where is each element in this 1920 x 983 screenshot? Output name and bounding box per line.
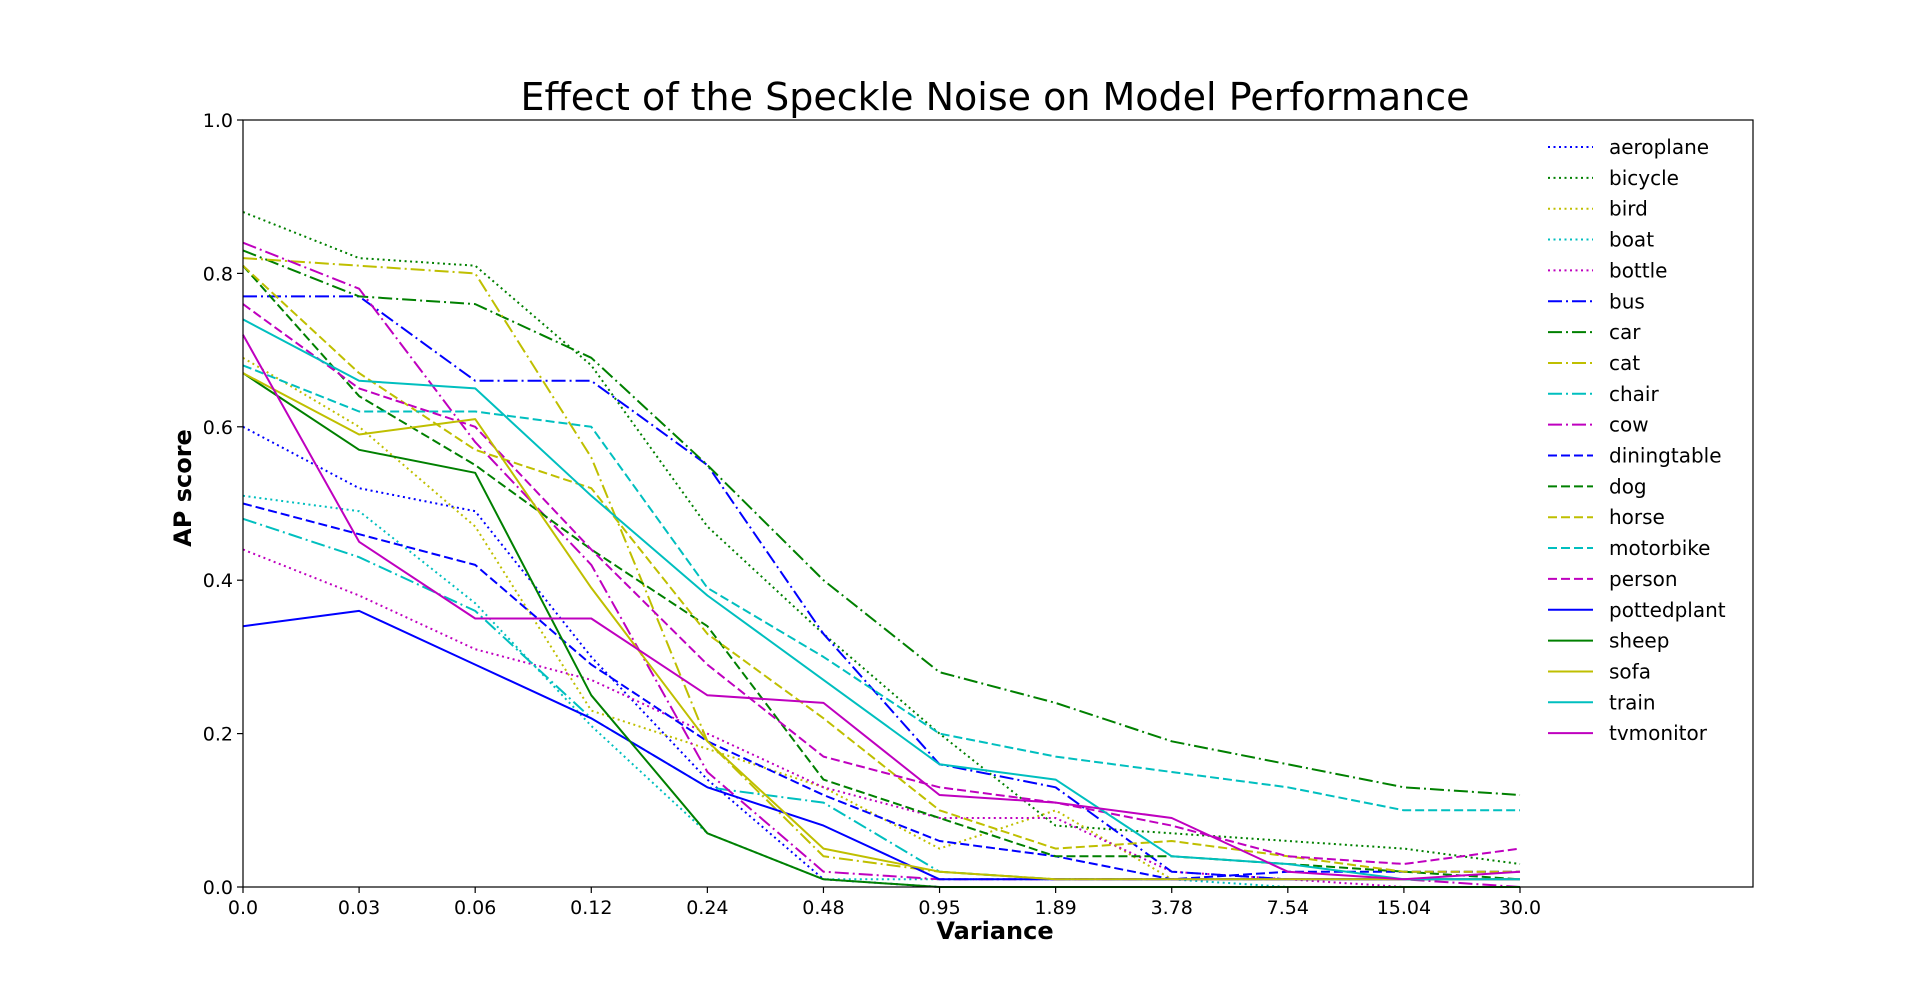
- legend-label-bottle: bottle: [1609, 258, 1667, 282]
- legend-label-diningtable: diningtable: [1609, 444, 1722, 468]
- legend-label-motorbike: motorbike: [1609, 536, 1710, 560]
- legend-label-tvmonitor: tvmonitor: [1609, 721, 1708, 745]
- legend-label-chair: chair: [1609, 382, 1659, 406]
- x-tick-label: 0.03: [338, 897, 380, 919]
- series-line-tvmonitor: [242, 334, 1521, 881]
- x-tick-label: 0.12: [570, 897, 612, 919]
- legend-label-horse: horse: [1609, 505, 1665, 529]
- x-tick-label: 30.0: [1499, 897, 1541, 919]
- x-axis-label: Variance: [936, 917, 1053, 945]
- y-tick-label: 0.4: [203, 570, 233, 592]
- series-line-car: [242, 249, 1521, 796]
- series-line-pottedplant: [242, 609, 1520, 881]
- series-line-bottle: [242, 548, 1520, 888]
- series-line-sofa: [242, 372, 1520, 881]
- y-tick-label: 0.8: [203, 263, 233, 285]
- y-tick-label: 0.2: [203, 724, 233, 746]
- legend-label-pottedplant: pottedplant: [1609, 598, 1726, 622]
- series-line-train: [242, 318, 1520, 881]
- series-line-cow: [242, 241, 1521, 888]
- series-lines: [242, 211, 1521, 888]
- legend-label-car: car: [1609, 320, 1641, 344]
- series-line-cat: [242, 257, 1520, 881]
- x-tick-label: 0.24: [686, 897, 728, 919]
- x-tick-label: 0.95: [918, 897, 960, 919]
- x-tick-label: 15.04: [1377, 897, 1431, 919]
- series-line-horse: [242, 264, 1520, 873]
- x-tick-label: 0.06: [454, 897, 496, 919]
- legend-label-person: person: [1609, 567, 1678, 591]
- legend-label-train: train: [1609, 690, 1656, 714]
- x-tick-label: 1.89: [1034, 897, 1076, 919]
- x-tick-label: 3.78: [1151, 897, 1193, 919]
- legend: aeroplane bicycle bird boat bottle bus car cat c…: [1548, 135, 1726, 745]
- series-line-bus: [243, 295, 1520, 881]
- axes: 0.0 0.03 0.06 0.12 0.24 0.48 0.95 1.89 3.78 7.54 1…: [203, 110, 1754, 919]
- x-tick-label: 0.0: [228, 897, 258, 919]
- legend-label-sheep: sheep: [1609, 629, 1669, 653]
- legend-label-bus: bus: [1609, 289, 1645, 313]
- series-line-dog: [242, 265, 1521, 881]
- legend-label-cow: cow: [1609, 413, 1649, 437]
- series-line-bird: [242, 356, 1520, 881]
- legend-label-bicycle: bicycle: [1609, 166, 1679, 190]
- legend-label-aeroplane: aeroplane: [1609, 135, 1709, 159]
- y-tick-label: 0.0: [203, 877, 233, 899]
- legend-label-sofa: sofa: [1609, 659, 1651, 683]
- series-line-diningtable: [242, 502, 1520, 881]
- y-tick-label: 1.0: [203, 110, 233, 132]
- legend-label-dog: dog: [1609, 474, 1647, 498]
- series-line-sheep: [242, 372, 1520, 888]
- chart-title: Effect of the Speckle Noise on Model Per…: [521, 75, 1470, 119]
- series-line-motorbike: [242, 364, 1520, 812]
- x-tick-label: 0.48: [802, 897, 844, 919]
- plot-frame: [242, 119, 1754, 888]
- series-line-bicycle: [242, 211, 1521, 865]
- y-tick-label: 0.6: [203, 417, 233, 439]
- x-tick-label: 7.54: [1267, 897, 1309, 919]
- legend-label-cat: cat: [1609, 351, 1640, 375]
- series-line-person: [242, 303, 1521, 865]
- legend-label-bird: bird: [1609, 197, 1648, 221]
- legend-label-boat: boat: [1609, 228, 1654, 252]
- y-axis-label: AP score: [169, 429, 197, 547]
